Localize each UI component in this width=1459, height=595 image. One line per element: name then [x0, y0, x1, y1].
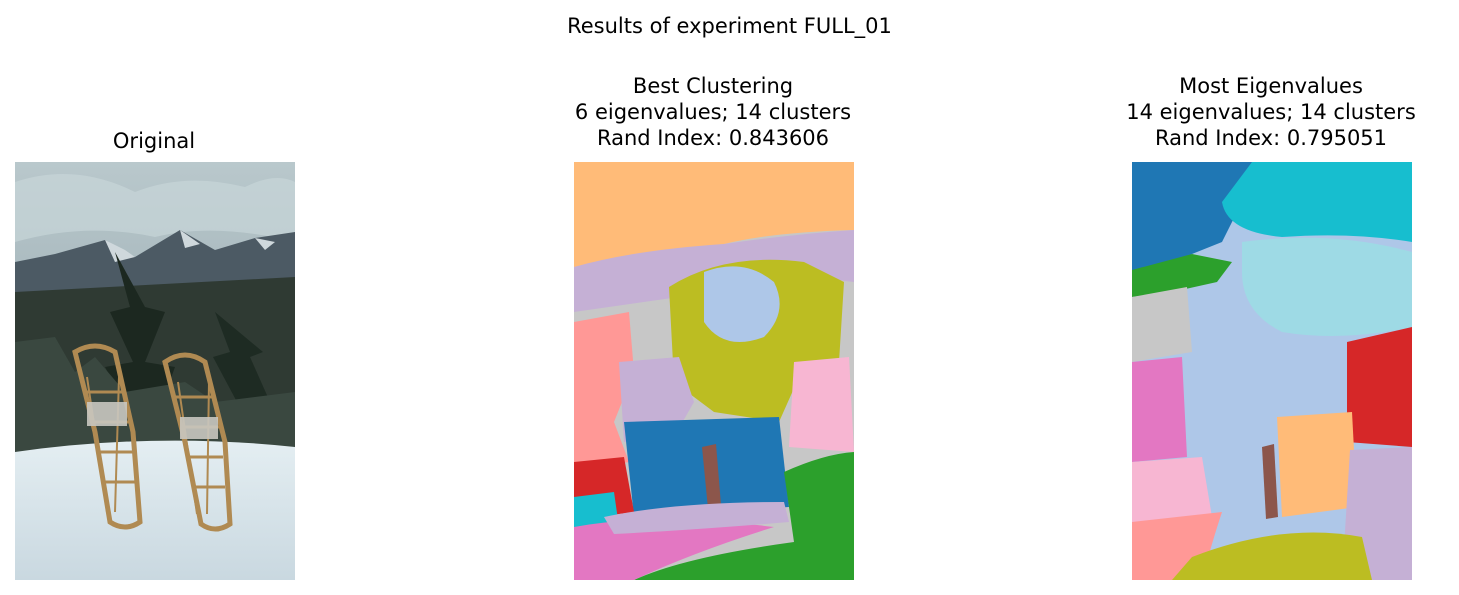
cluster-pink [1132, 357, 1187, 462]
cluster-gray [1132, 287, 1192, 362]
most-title-line-1: Most Eigenvalues [1179, 74, 1363, 98]
most-panel-title: Most Eigenvalues 14 eigenvalues; 14 clus… [1061, 73, 1459, 151]
cluster-pink [574, 519, 774, 580]
best-title-line-2: 6 eigenvalues; 14 clusters [574, 100, 852, 124]
cluster-red [1347, 327, 1412, 447]
original-image [15, 162, 295, 580]
cluster-orange [574, 162, 854, 267]
cluster-orange [1277, 412, 1357, 517]
most-title-line-3: Rand Index: 0.795051 [1154, 126, 1388, 150]
cluster-light-cyan [1242, 237, 1412, 336]
best-panel-title: Best Clustering 6 eigenvalues; 14 cluste… [503, 73, 923, 151]
most-title-line-2: 14 eigenvalues; 14 clusters [1126, 100, 1416, 124]
cluster-brown [702, 444, 722, 519]
cluster-blue [1132, 162, 1252, 274]
best-title-line-1: Best Clustering [632, 74, 794, 98]
figure-suptitle: Results of experiment FULL_01 [567, 14, 892, 38]
original-panel-title: Original [0, 128, 364, 154]
cluster-green [1132, 254, 1232, 297]
best-title-line-3: Rand Index: 0.843606 [596, 126, 830, 150]
cluster-salmon [574, 312, 634, 472]
snow [15, 440, 295, 580]
best-clustering-image [574, 162, 854, 580]
cluster-light-pink [1132, 457, 1212, 527]
cluster-light-pink [789, 357, 854, 452]
cluster-brown [1262, 444, 1278, 519]
right-snowshoe [162, 352, 233, 532]
original-title-line-1: Original [112, 129, 196, 153]
cluster-green [634, 452, 854, 580]
cluster-cyan [1222, 162, 1412, 242]
cluster-olive [1172, 532, 1372, 580]
most-eigenvalues-image [1132, 162, 1412, 580]
